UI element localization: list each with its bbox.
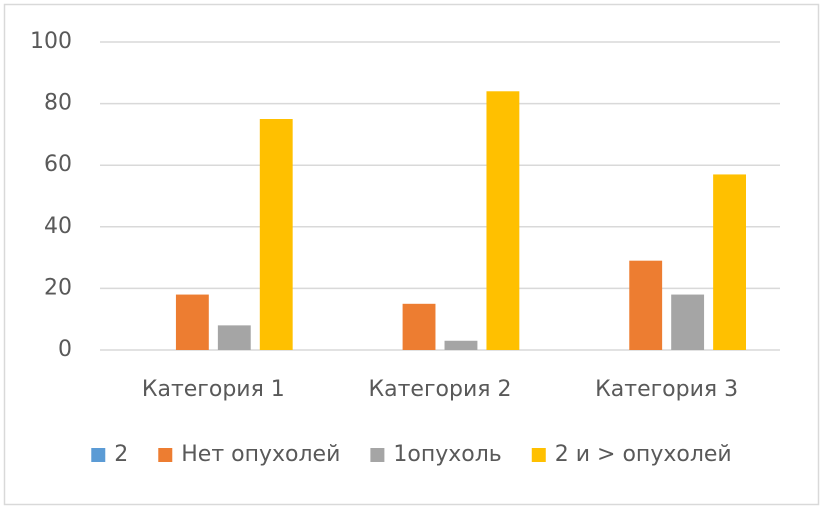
bar <box>175 294 209 350</box>
legend-label: 2 <box>114 442 128 467</box>
bar <box>671 294 705 350</box>
legend-label: 1опухоль <box>393 442 501 467</box>
bar <box>217 325 251 350</box>
y-tick-label: 100 <box>30 29 72 54</box>
legend-swatch <box>91 448 106 462</box>
y-tick-label: 60 <box>44 152 72 177</box>
bar <box>402 303 436 350</box>
bar <box>486 91 520 350</box>
legend-swatch <box>531 448 546 462</box>
bar <box>629 260 663 350</box>
x-tick-label: Категория 2 <box>369 377 512 402</box>
bar <box>444 340 478 350</box>
legend-label: Нет опухолей <box>181 442 340 467</box>
y-tick-label: 20 <box>44 275 72 300</box>
chart-border <box>3 3 820 506</box>
legend-swatch <box>370 448 385 462</box>
legend-label: 2 и > опухолей <box>555 442 732 467</box>
bar <box>713 174 746 350</box>
y-tick-label: 40 <box>44 214 72 239</box>
x-tick-label: Категория 1 <box>142 377 285 402</box>
bar <box>259 119 293 350</box>
y-tick-label: 0 <box>58 337 72 362</box>
y-tick-label: 80 <box>44 91 72 116</box>
legend-swatch <box>158 448 173 462</box>
x-tick-label: Категория 3 <box>595 377 738 402</box>
